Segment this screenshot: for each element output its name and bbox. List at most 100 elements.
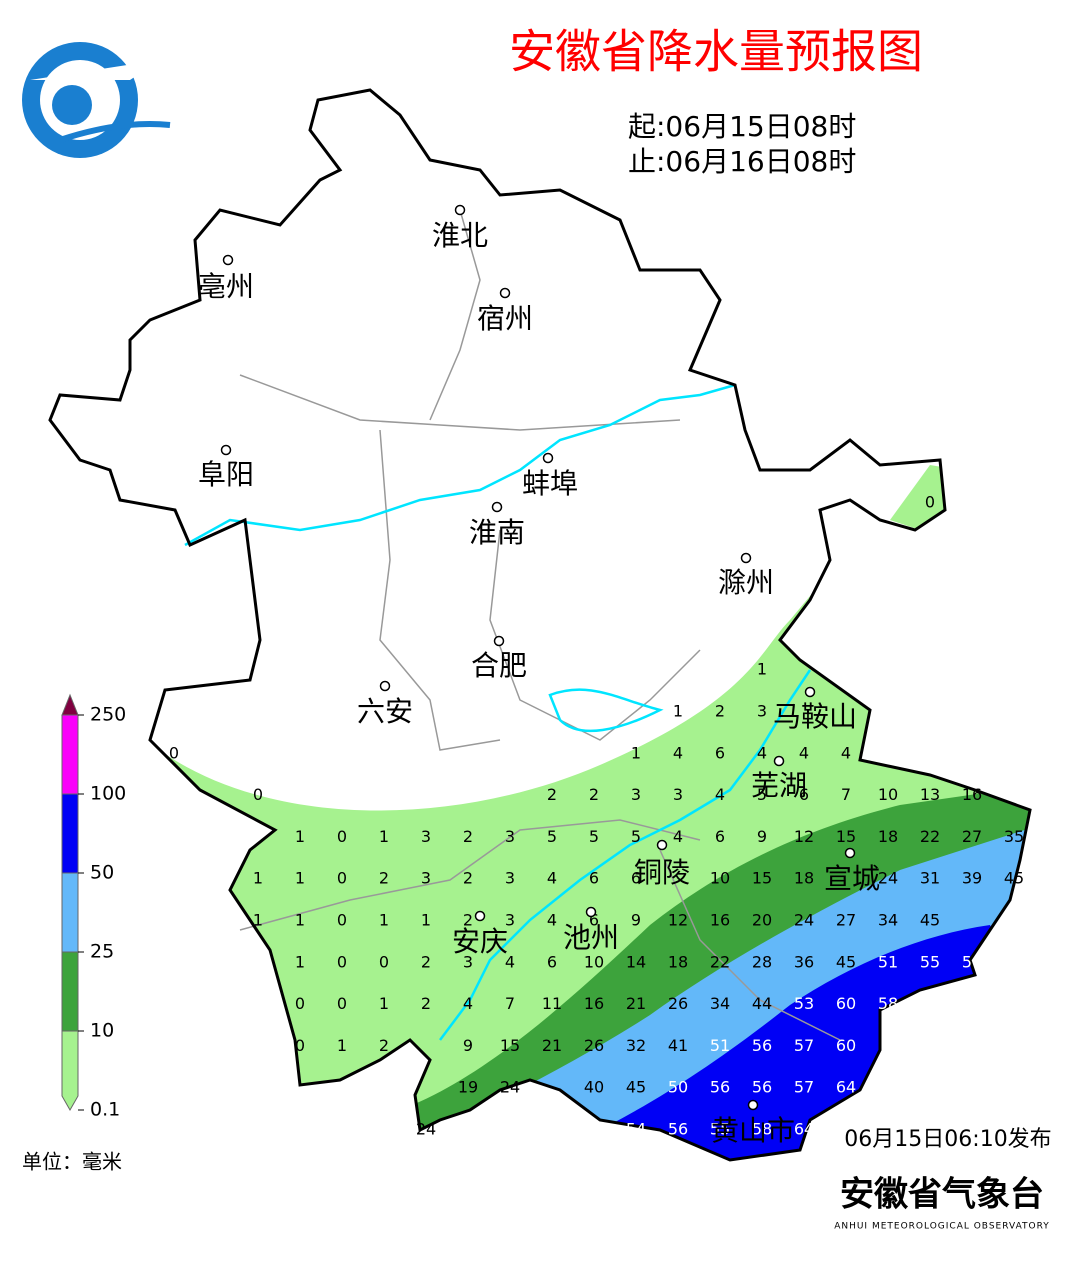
grid-value: 45	[626, 1078, 646, 1097]
city-borders	[239, 209, 841, 1041]
city-dot	[542, 452, 554, 464]
end-time: 止:06月16日08时	[628, 145, 856, 178]
grid-value: 0	[337, 994, 347, 1013]
grid-value: 57	[794, 1078, 814, 1097]
grid-value: 53	[794, 994, 814, 1013]
grid-value: 16	[962, 785, 982, 804]
city-label: 合肥	[471, 649, 527, 682]
grid-value: 3	[631, 785, 641, 804]
unit-label: 单位：毫米	[22, 1150, 122, 1174]
grid-value: 3	[505, 827, 515, 846]
city-label: 滁州	[718, 566, 774, 599]
grid-value: 1	[421, 911, 431, 930]
grid-value: 0	[337, 869, 347, 888]
organization-en: ANHUI METEOROLOGICAL OBSERVATORY	[834, 1222, 1050, 1232]
grid-value: 3	[757, 702, 767, 721]
city-dot	[656, 839, 668, 851]
grid-value: 2	[589, 785, 599, 804]
grid-value: 4	[673, 827, 683, 846]
grid-value: 10	[710, 869, 730, 888]
grid-value: 24	[416, 1120, 436, 1139]
grid-value: 27	[836, 911, 856, 930]
grid-value: 1	[337, 1036, 347, 1055]
grid-value: 0	[295, 994, 305, 1013]
grid-value: 39	[962, 869, 982, 888]
grid-value: 51	[878, 952, 898, 971]
grid-value: 4	[673, 743, 683, 762]
city-label: 亳州	[198, 270, 254, 303]
grid-value: 9	[463, 1036, 473, 1055]
grid-value: 58	[752, 1120, 772, 1139]
city-dot	[747, 1099, 759, 1111]
city-dot	[740, 552, 752, 564]
grid-value: 40	[584, 1078, 604, 1097]
grid-value: 18	[668, 952, 688, 971]
organization: 安徽省气象台	[840, 1175, 1044, 1215]
city-dot	[773, 755, 785, 767]
grid-value: 1	[295, 911, 305, 930]
grid-value: 32	[626, 1036, 646, 1055]
legend-tick-label: 50	[90, 862, 114, 884]
city-label: 淮南	[469, 516, 525, 549]
grid-value: 15	[836, 827, 856, 846]
grid-value: 2	[463, 911, 473, 930]
grid-value: 1	[673, 702, 683, 721]
grid-value: 11	[542, 994, 562, 1013]
city-dot	[493, 635, 505, 647]
grid-value: 10	[584, 952, 604, 971]
grid-value: 31	[920, 869, 940, 888]
grid-value: 21	[542, 1036, 562, 1055]
grid-value: 57	[794, 1036, 814, 1055]
grid-value: 4	[505, 952, 515, 971]
grid-value: 9	[631, 911, 641, 930]
city-dot	[222, 254, 234, 266]
grid-value: 27	[962, 827, 982, 846]
grid-value: 12	[668, 911, 688, 930]
grid-value: 1	[631, 743, 641, 762]
legend-swatch	[61, 1030, 79, 1112]
grid-value: 0	[337, 911, 347, 930]
grid-value: 1	[379, 911, 389, 930]
grid-value: 6	[799, 785, 809, 804]
grid-value: 18	[794, 869, 814, 888]
grid-value: 5	[589, 827, 599, 846]
grid-value: 26	[668, 994, 688, 1013]
logo	[22, 42, 171, 158]
grid-value: 1	[295, 869, 305, 888]
grid-value: 24	[794, 911, 814, 930]
grid-value: 3	[463, 952, 473, 971]
grid-value: 26	[584, 1036, 604, 1055]
grid-value: 4	[463, 994, 473, 1013]
grid-value: 45	[920, 911, 940, 930]
grid-value: 0	[253, 785, 263, 804]
city-label: 淮北	[432, 219, 488, 252]
grid-value: 3	[421, 869, 431, 888]
grid-value: 2	[547, 785, 557, 804]
grid-value: 60	[836, 1036, 856, 1055]
grid-value: 24	[500, 1078, 520, 1097]
title: 安徽省降水量预报图	[509, 25, 923, 79]
grid-value: 14	[626, 952, 646, 971]
grid-value: 6	[715, 743, 725, 762]
grid-value: 13	[920, 785, 940, 804]
city-dot	[454, 204, 466, 216]
grid-value: 6	[589, 869, 599, 888]
grid-value: 9	[757, 827, 767, 846]
grid-value: 2	[463, 869, 473, 888]
grid-value: 0	[295, 1036, 305, 1055]
grid-value: 18	[878, 827, 898, 846]
city-label: 蚌埠	[522, 467, 578, 500]
start-time: 起:06月15日08时	[628, 110, 856, 143]
grid-value: 44	[752, 994, 772, 1013]
city-label: 阜阳	[198, 458, 254, 491]
legend-tick-label: 10	[90, 1020, 114, 1042]
legend-tick-label: 25	[90, 941, 114, 963]
grid-value: 55	[920, 952, 940, 971]
grid-value: 12	[794, 827, 814, 846]
legend-swatch	[61, 872, 79, 953]
grid-value: 7	[841, 785, 851, 804]
grid-value: 1	[295, 827, 305, 846]
grid-value: 51	[710, 1036, 730, 1055]
city-dot	[804, 686, 816, 698]
grid-value: 1	[757, 660, 767, 679]
